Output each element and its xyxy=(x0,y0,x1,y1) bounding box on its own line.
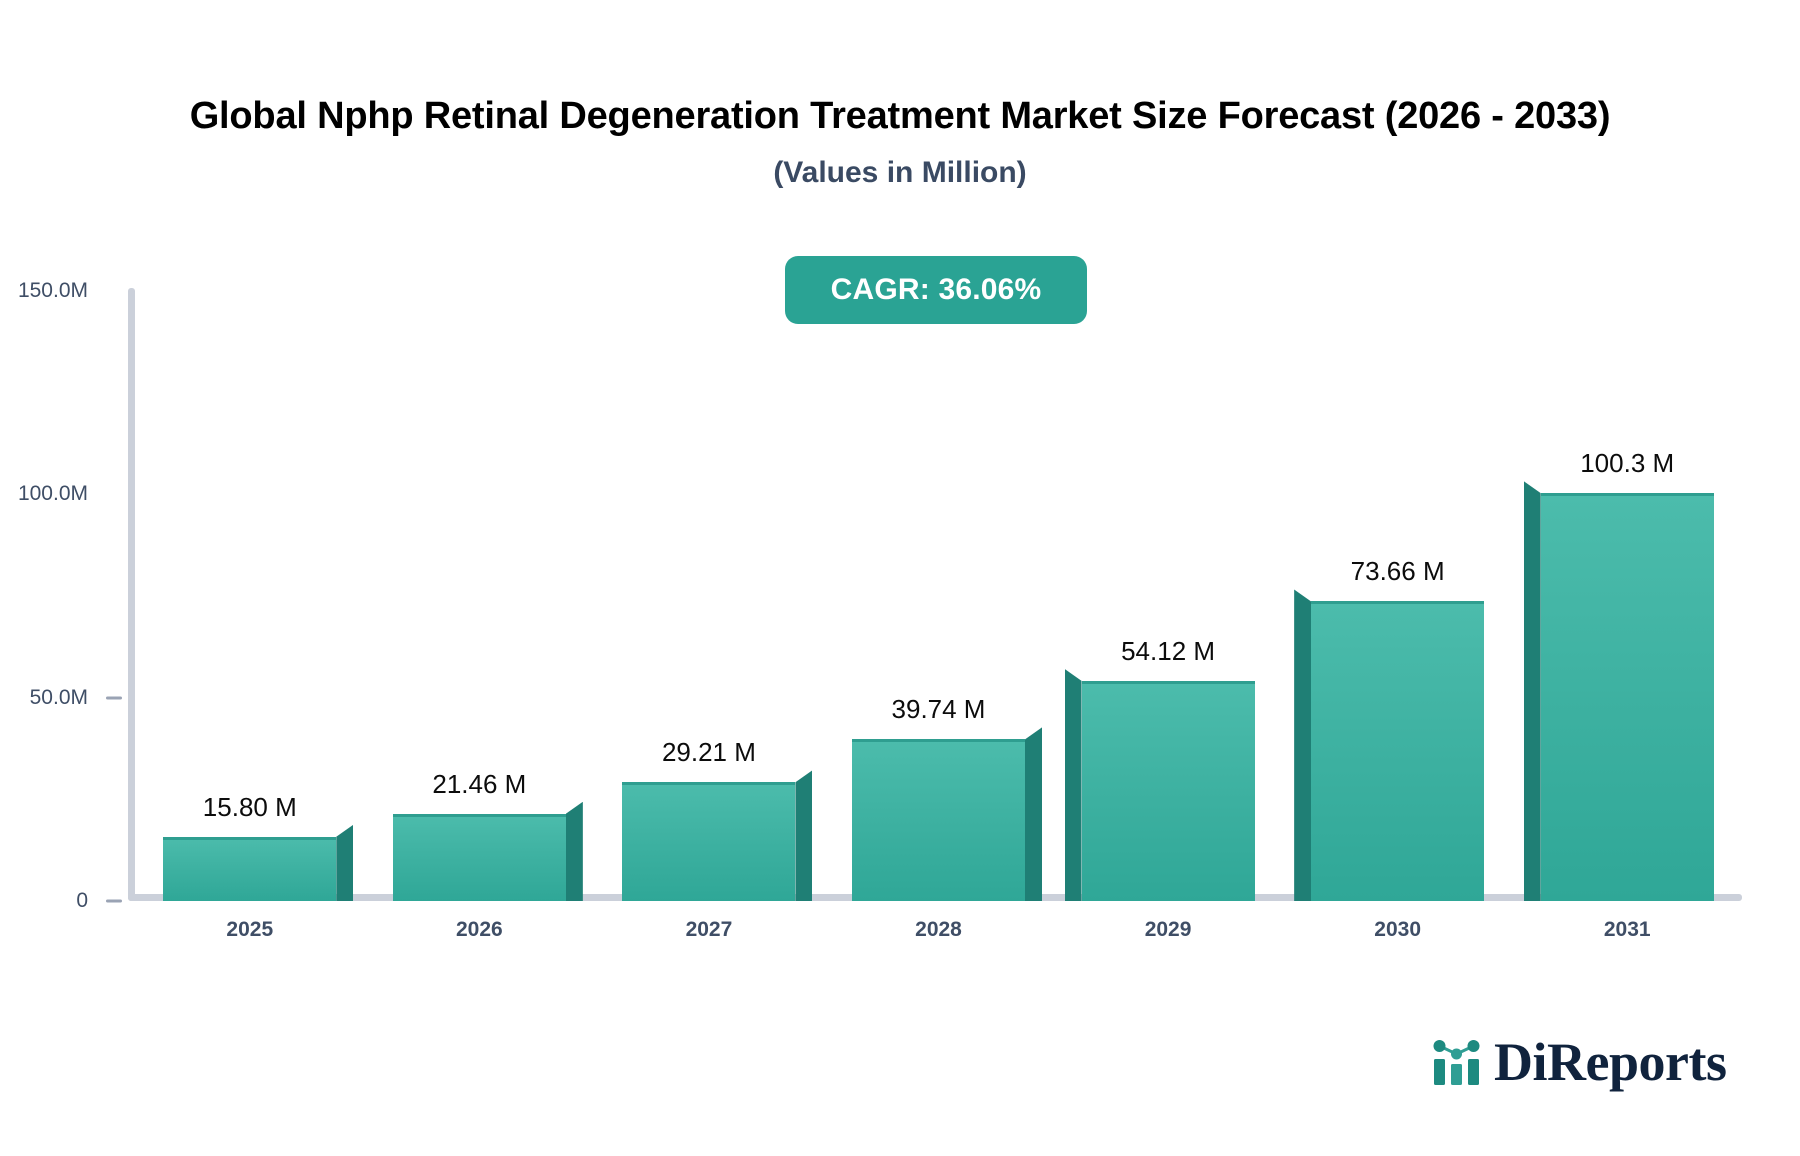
bar[interactable] xyxy=(392,801,583,901)
bar-front-face xyxy=(852,739,1025,901)
page-title: Global Nphp Retinal Degeneration Treatme… xyxy=(189,95,1611,137)
y-axis-tick-mark xyxy=(106,899,122,903)
chart-subtitle: (Values in Million) xyxy=(773,155,1027,189)
cagr-badge-label: CAGR: 36.06% xyxy=(830,273,1042,306)
x-axis-tick-label: 2027 xyxy=(685,918,733,941)
x-axis-tick-label: 2031 xyxy=(1603,918,1651,941)
y-axis-tick-label: 50.0M xyxy=(29,685,88,709)
bar-right-face xyxy=(795,770,813,901)
bar-group[interactable]: 15.80 M xyxy=(163,747,354,901)
y-axis-tick-mark xyxy=(106,696,122,700)
bar-front-face xyxy=(1540,493,1714,901)
bar-left-face xyxy=(1523,481,1541,901)
bar-front-face xyxy=(392,813,566,901)
bar-top-edge xyxy=(852,739,1025,743)
bar[interactable] xyxy=(622,770,813,901)
bar-left-face xyxy=(1294,589,1312,901)
bar-top-edge xyxy=(1311,601,1485,605)
chart-header: Global Nphp Retinal Degeneration Treatme… xyxy=(0,0,1800,189)
bar-front-face xyxy=(163,836,337,901)
bar[interactable] xyxy=(1294,589,1485,901)
bar-top-edge xyxy=(622,782,796,786)
bar-top-edge xyxy=(1081,680,1255,684)
bar-top-edge xyxy=(1540,493,1714,497)
bar-value-label: 100.3 M xyxy=(1580,448,1675,479)
y-axis-tick-label: 100.0M xyxy=(17,482,88,506)
bar-top-edge xyxy=(163,836,337,840)
bar-left-face xyxy=(1064,668,1082,901)
brand-logo: DiReports xyxy=(1432,1030,1727,1094)
bar[interactable] xyxy=(1064,668,1255,901)
bar[interactable] xyxy=(852,727,1042,901)
bar[interactable] xyxy=(1523,481,1714,901)
bar-group[interactable]: 21.46 M xyxy=(392,724,583,901)
x-axis-tick-label: 2028 xyxy=(915,918,962,941)
brand-logo-text: DiReports xyxy=(1494,1032,1727,1092)
bar-value-label: 54.12 M xyxy=(1121,635,1216,666)
bar-group[interactable]: 73.66 M xyxy=(1294,511,1485,901)
bar-group[interactable]: 39.74 M xyxy=(852,649,1042,901)
bar-value-label: 21.46 M xyxy=(432,768,527,799)
bar[interactable] xyxy=(163,824,354,901)
bar-value-label: 29.21 M xyxy=(661,737,756,768)
bar-right-face xyxy=(1025,727,1042,901)
bar-front-face xyxy=(1311,601,1485,901)
y-axis-line xyxy=(128,288,135,901)
x-axis-tick-label: 2025 xyxy=(226,918,274,941)
bar-top-edge xyxy=(392,813,566,817)
bar-group[interactable]: 100.3 M xyxy=(1523,403,1714,901)
x-axis-tick-label: 2030 xyxy=(1374,918,1421,941)
bar-front-face xyxy=(1081,680,1255,901)
y-axis-tick-label: 0 xyxy=(76,889,88,912)
bar-right-face xyxy=(565,801,583,901)
bar-chart-logo-icon xyxy=(1433,1040,1480,1085)
bar-value-label: 15.80 M xyxy=(202,791,297,822)
bar-group[interactable]: 54.12 M xyxy=(1064,591,1255,901)
bar-right-face xyxy=(336,824,354,901)
x-axis-tick-label: 2029 xyxy=(1144,918,1192,941)
bar-value-label: 39.74 M xyxy=(891,694,986,725)
bar-value-label: 73.66 M xyxy=(1350,556,1445,587)
bar-group[interactable]: 29.21 M xyxy=(622,692,813,901)
bar-front-face xyxy=(622,782,796,901)
x-axis-tick-label: 2026 xyxy=(455,918,503,941)
y-axis-tick-label: 150.0M xyxy=(17,279,88,302)
cagr-badge: CAGR: 36.06% xyxy=(785,256,1087,324)
